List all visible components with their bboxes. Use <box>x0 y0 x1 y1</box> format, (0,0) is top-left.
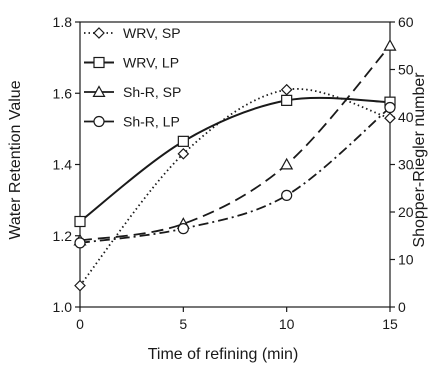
data-point <box>280 83 293 96</box>
y-left-tick-label: 1.2 <box>53 228 73 244</box>
series-triangle <box>73 39 397 246</box>
data-point <box>177 223 189 235</box>
y-left-tick-label: 1.6 <box>53 85 73 101</box>
legend-label: Sh-R, LP <box>123 114 180 130</box>
x-tick-label: 5 <box>179 316 187 332</box>
x-tick-label: 10 <box>279 316 295 332</box>
chart-series <box>73 39 397 292</box>
data-point <box>177 135 189 147</box>
y-left-tick-label: 1.0 <box>53 299 73 315</box>
y-right-tick-label: 20 <box>398 204 414 220</box>
x-axis-title: Time of refining (min) <box>148 346 299 363</box>
y-left-tick-label: 1.4 <box>53 157 73 173</box>
series-line <box>79 106 391 244</box>
data-point <box>281 189 293 201</box>
y-axis-left-title: Water Retention Value <box>7 80 24 239</box>
chart-axes: 0 5 10 15 1.0 1.2 1.4 1.6 1.8 0 10 20 30 40 50 60 <box>53 14 414 332</box>
legend-marker <box>93 27 105 39</box>
legend-item: WRV, LP <box>84 55 179 71</box>
legend-item: Sh-R, SP <box>84 84 181 100</box>
data-point <box>383 39 397 51</box>
y-axis-right-title: Shopper-Riegler number <box>411 72 428 248</box>
legend-label: WRV, SP <box>123 25 181 41</box>
data-point <box>74 279 86 292</box>
data-point <box>74 237 86 249</box>
data-point <box>280 157 294 170</box>
y-left-tick-label: 1.8 <box>53 14 73 30</box>
legend-label: Sh-R, SP <box>123 84 181 100</box>
series-line <box>79 96 391 223</box>
data-point <box>384 112 396 125</box>
data-point <box>384 101 396 114</box>
series-circle <box>74 101 396 249</box>
series-diamond <box>74 83 396 292</box>
data-point <box>281 94 293 106</box>
data-point <box>177 147 190 160</box>
legend-item: WRV, SP <box>84 25 181 41</box>
legend-label: WRV, LP <box>123 55 179 71</box>
y-right-tick-label: 60 <box>398 14 414 30</box>
y-right-tick-label: 50 <box>398 62 414 78</box>
legend-marker <box>93 115 105 128</box>
x-tick-label: 0 <box>76 316 84 332</box>
y-right-tick-label: 40 <box>398 109 414 125</box>
legend-marker <box>93 56 105 69</box>
legend-marker <box>92 85 106 98</box>
chart-legend: WRV, SP WRV, LP Sh-R, SP Sh-R, LP <box>84 25 181 130</box>
y-right-tick-label: 10 <box>398 252 414 268</box>
y-right-tick-label: 30 <box>398 157 414 173</box>
y-right-tick-label: 0 <box>398 299 406 315</box>
x-tick-label: 15 <box>382 316 398 332</box>
legend-item: Sh-R, LP <box>84 114 180 130</box>
series-line <box>79 45 391 242</box>
data-point <box>74 215 86 228</box>
